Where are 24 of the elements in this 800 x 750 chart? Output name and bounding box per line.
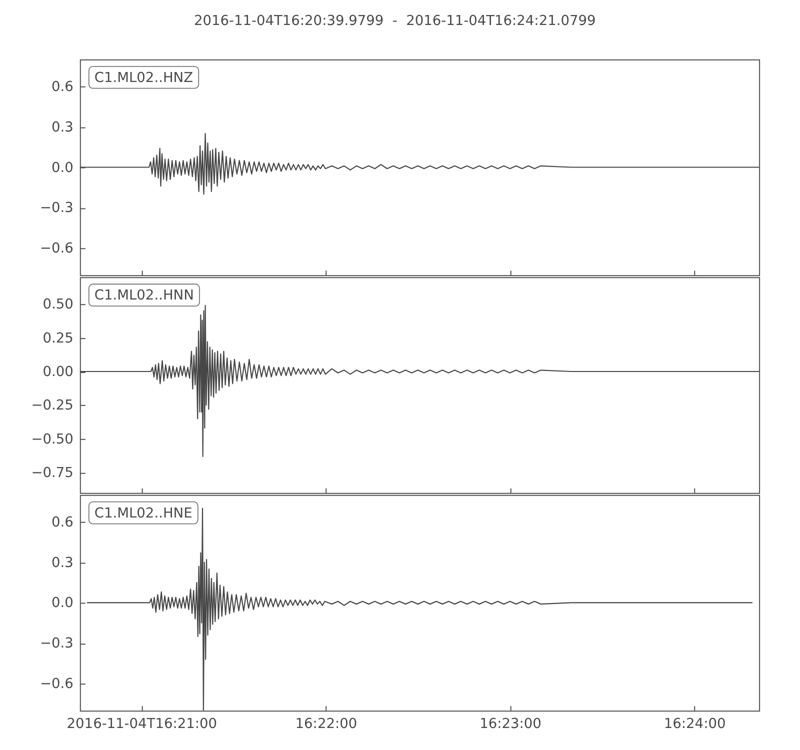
y-tick-label: 0.3 <box>52 554 74 571</box>
series-label: C1.ML02..HNE <box>94 505 192 522</box>
y-tick-label: −0.75 <box>31 465 74 482</box>
x-tick-label: 16:24:00 <box>664 716 726 732</box>
y-tick-label: −0.3 <box>40 200 74 216</box>
x-tick-label: 16:22:00 <box>295 716 358 732</box>
y-tick-label: 0.3 <box>52 119 74 136</box>
series-label: C1.ML02..HNN <box>94 288 194 304</box>
y-tick-label: 0.50 <box>42 296 74 313</box>
text: C1.ML02..HNZ <box>94 70 194 86</box>
y-tick-label: −0.50 <box>31 431 74 448</box>
y-tick-label: −0.25 <box>31 398 74 414</box>
y-tick-label: −0.6 <box>40 240 74 257</box>
y-tick-label: −0.3 <box>40 636 74 652</box>
y-tick-label: 0.6 <box>52 78 74 95</box>
y-tick-label: 0.0 <box>52 595 74 612</box>
y-tick-label: 0.6 <box>52 514 74 530</box>
chart-title: 2016-11-04T16:20:39.9799 - 2016-11-04T16:24:21.0799 <box>194 13 596 30</box>
y-tick-label: 0.0 <box>52 160 74 176</box>
y-tick-label: −0.6 <box>40 676 74 692</box>
y-tick-label: 0.00 <box>42 364 74 380</box>
x-tick-label: 2016-11-04T16:21:00 <box>66 716 218 732</box>
y-tick-label: 0.25 <box>42 330 74 346</box>
x-tick-label: 16:23:00 <box>480 716 542 732</box>
